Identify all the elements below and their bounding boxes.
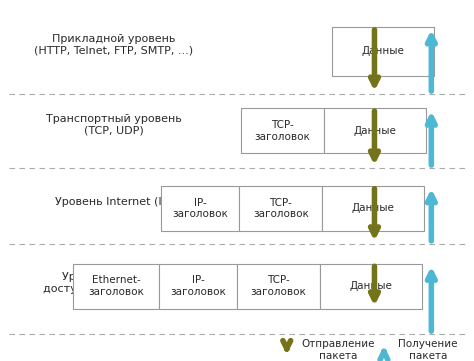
Bar: [73, 264, 159, 309]
Bar: [324, 108, 426, 153]
Text: IP-
заголовок: IP- заголовок: [173, 198, 228, 219]
Text: Отправление
пакета: Отправление пакета: [301, 339, 374, 361]
Bar: [237, 264, 320, 309]
Text: Прикладной уровень
(HTTP, Telnet, FTP, SMTP, ...): Прикладной уровень (HTTP, Telnet, FTP, S…: [34, 34, 193, 56]
Text: Данные: Данные: [353, 126, 396, 136]
Text: IP-
заголовок: IP- заголовок: [170, 275, 226, 297]
Text: Ethernet-
заголовок: Ethernet- заголовок: [88, 275, 144, 297]
Bar: [241, 108, 324, 153]
Text: TCP-
заголовок: TCP- заголовок: [255, 120, 310, 142]
Text: Данные: Данные: [349, 281, 392, 291]
Text: Уровень сетевого
доступа (Ethernet, FDDI,
ATM, ...): Уровень сетевого доступа (Ethernet, FDDI…: [43, 272, 184, 305]
Bar: [332, 27, 434, 76]
Text: TCP-
заголовок: TCP- заголовок: [251, 275, 306, 297]
Bar: [322, 186, 424, 231]
Text: Транспортный уровень
(TCP, UDP): Транспортный уровень (TCP, UDP): [46, 114, 182, 135]
Bar: [161, 186, 239, 231]
Text: TCP-
заголовок: TCP- заголовок: [253, 198, 309, 219]
Text: Уровень Internet (IP): Уровень Internet (IP): [55, 197, 173, 207]
Text: Данные: Данные: [352, 204, 395, 213]
Text: Получение
пакета: Получение пакета: [398, 339, 458, 361]
Bar: [159, 264, 237, 309]
Bar: [239, 186, 322, 231]
Text: Данные: Данные: [361, 47, 404, 56]
Bar: [320, 264, 422, 309]
